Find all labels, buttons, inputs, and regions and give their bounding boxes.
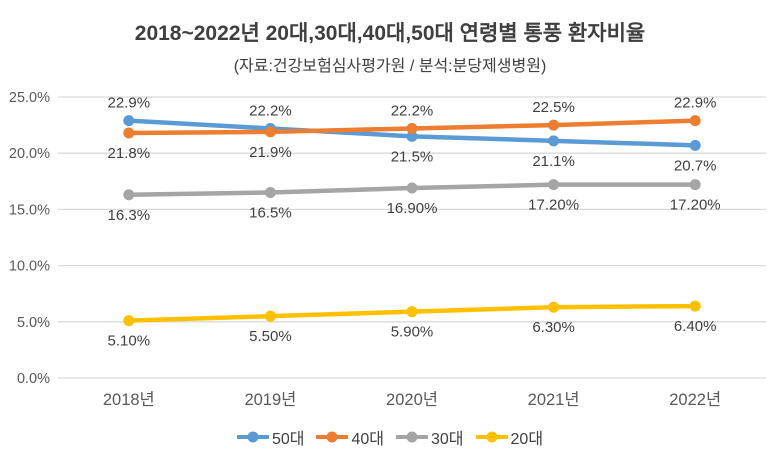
data-point: [406, 306, 418, 318]
data-point: [123, 127, 135, 139]
x-axis-tick-label: 2020년: [386, 390, 438, 409]
legend-line-marker-icon: [396, 431, 428, 443]
data-point: [689, 139, 701, 151]
data-point: [123, 189, 135, 201]
legend-label: 20대: [510, 431, 544, 448]
data-label: 5.90%: [391, 324, 434, 341]
data-label: 22.2%: [391, 102, 434, 119]
x-axis-tick-label: 2018년: [103, 390, 155, 409]
data-label: 22.2%: [249, 102, 292, 119]
data-label: 17.20%: [528, 197, 579, 214]
y-axis-tick-label: 15.0%: [9, 202, 50, 218]
legend-item-3: 20대: [475, 425, 544, 449]
data-point: [689, 179, 701, 191]
data-point: [264, 126, 276, 138]
legend-label: 30대: [431, 431, 464, 448]
legend: 50대 40대 30대 20대: [0, 424, 780, 450]
data-label: 17.20%: [670, 197, 721, 214]
data-label: 22.9%: [108, 95, 151, 112]
data-point: [406, 130, 418, 142]
data-label: 21.8%: [108, 145, 151, 162]
data-point: [123, 315, 135, 327]
legend-item-2: 30대: [396, 425, 464, 449]
legend-item-0: 50대: [236, 425, 305, 449]
data-point: [123, 115, 135, 127]
legend-label: 50대: [271, 431, 305, 448]
legend-line-marker-icon: [316, 431, 349, 443]
legend-line-marker-icon: [475, 431, 508, 443]
data-label: 16.90%: [387, 200, 438, 217]
data-label: 16.3%: [108, 207, 151, 224]
data-label: 16.5%: [249, 205, 292, 222]
data-label: 5.10%: [108, 333, 151, 350]
legend-line-marker-icon: [236, 431, 269, 443]
legend-item-1: 40대: [316, 425, 384, 449]
y-axis-tick-label: 10.0%: [9, 259, 50, 275]
data-point: [406, 122, 418, 134]
chart-subtitle: (자료:건강보험심사평가원 / 분석:분당제생병원): [233, 58, 547, 75]
y-axis-tick-label: 20.0%: [9, 146, 50, 162]
legend-label: 40대: [351, 431, 384, 448]
data-label: 22.5%: [532, 99, 575, 116]
data-label: 21.1%: [532, 153, 575, 170]
plot-area: 25.0% 20.0% 15.0% 10.0% 5.0% 0.0% 2018년 2019년 20…: [9, 90, 766, 409]
data-label: 6.40%: [674, 318, 717, 335]
data-point: [548, 179, 560, 191]
data-point: [689, 115, 701, 127]
data-point: [548, 119, 560, 131]
data-label: 5.50%: [249, 328, 292, 345]
data-point: [689, 300, 701, 312]
y-axis-tick-label: 25.0%: [9, 90, 50, 106]
data-point: [264, 310, 276, 322]
data-label: 22.9%: [674, 95, 717, 112]
data-point: [406, 182, 418, 194]
data-label: 20.7%: [674, 157, 717, 174]
y-axis-tick-label: 5.0%: [17, 315, 50, 331]
data-point: [264, 187, 276, 199]
data-label: 6.30%: [532, 319, 575, 336]
data-label: 21.9%: [249, 144, 292, 161]
data-point: [548, 301, 560, 313]
data-label: 21.5%: [391, 148, 434, 165]
chart-title: 2018~2022년 20대,30대,40대,50대 연령별 통풍 환자비율: [134, 22, 646, 45]
x-axis-tick-label: 2021년: [528, 390, 580, 409]
y-axis-tick-label: 0.0%: [17, 371, 50, 387]
data-point: [548, 135, 560, 147]
x-axis-tick-label: 2022년: [669, 390, 721, 409]
x-axis-tick-label: 2019년: [244, 390, 296, 409]
